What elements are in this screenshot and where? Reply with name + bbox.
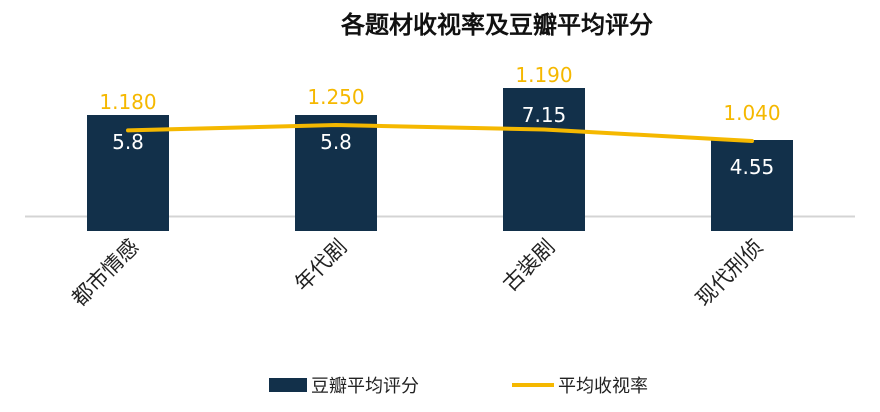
category-tick-label: 古装剧 — [498, 235, 560, 297]
category-tick-label: 都市情感 — [67, 235, 143, 311]
line-data-label: 1.250 — [307, 85, 364, 109]
line-data-label: 1.180 — [99, 90, 156, 114]
bar-data-label: 5.8 — [320, 130, 352, 154]
chart-title: 各题材收视率及豆瓣平均评分 — [340, 11, 653, 39]
line-data-label: 1.190 — [515, 63, 572, 87]
line-series — [128, 125, 752, 141]
bar — [711, 140, 793, 231]
line-data-label: 1.040 — [723, 101, 780, 125]
category-tick-label: 年代剧 — [290, 235, 352, 297]
legend-label-bar: 豆瓣平均评分 — [311, 376, 419, 397]
bar-data-label: 4.55 — [730, 155, 775, 179]
category-tick-label: 现代刑侦 — [691, 235, 767, 311]
legend: 豆瓣平均评分 平均收视率 — [269, 376, 648, 397]
bar-data-label: 7.15 — [522, 103, 567, 127]
bar-data-label: 5.8 — [112, 130, 144, 154]
legend-swatch-bar — [269, 378, 307, 392]
legend-label-line: 平均收视率 — [558, 376, 648, 397]
